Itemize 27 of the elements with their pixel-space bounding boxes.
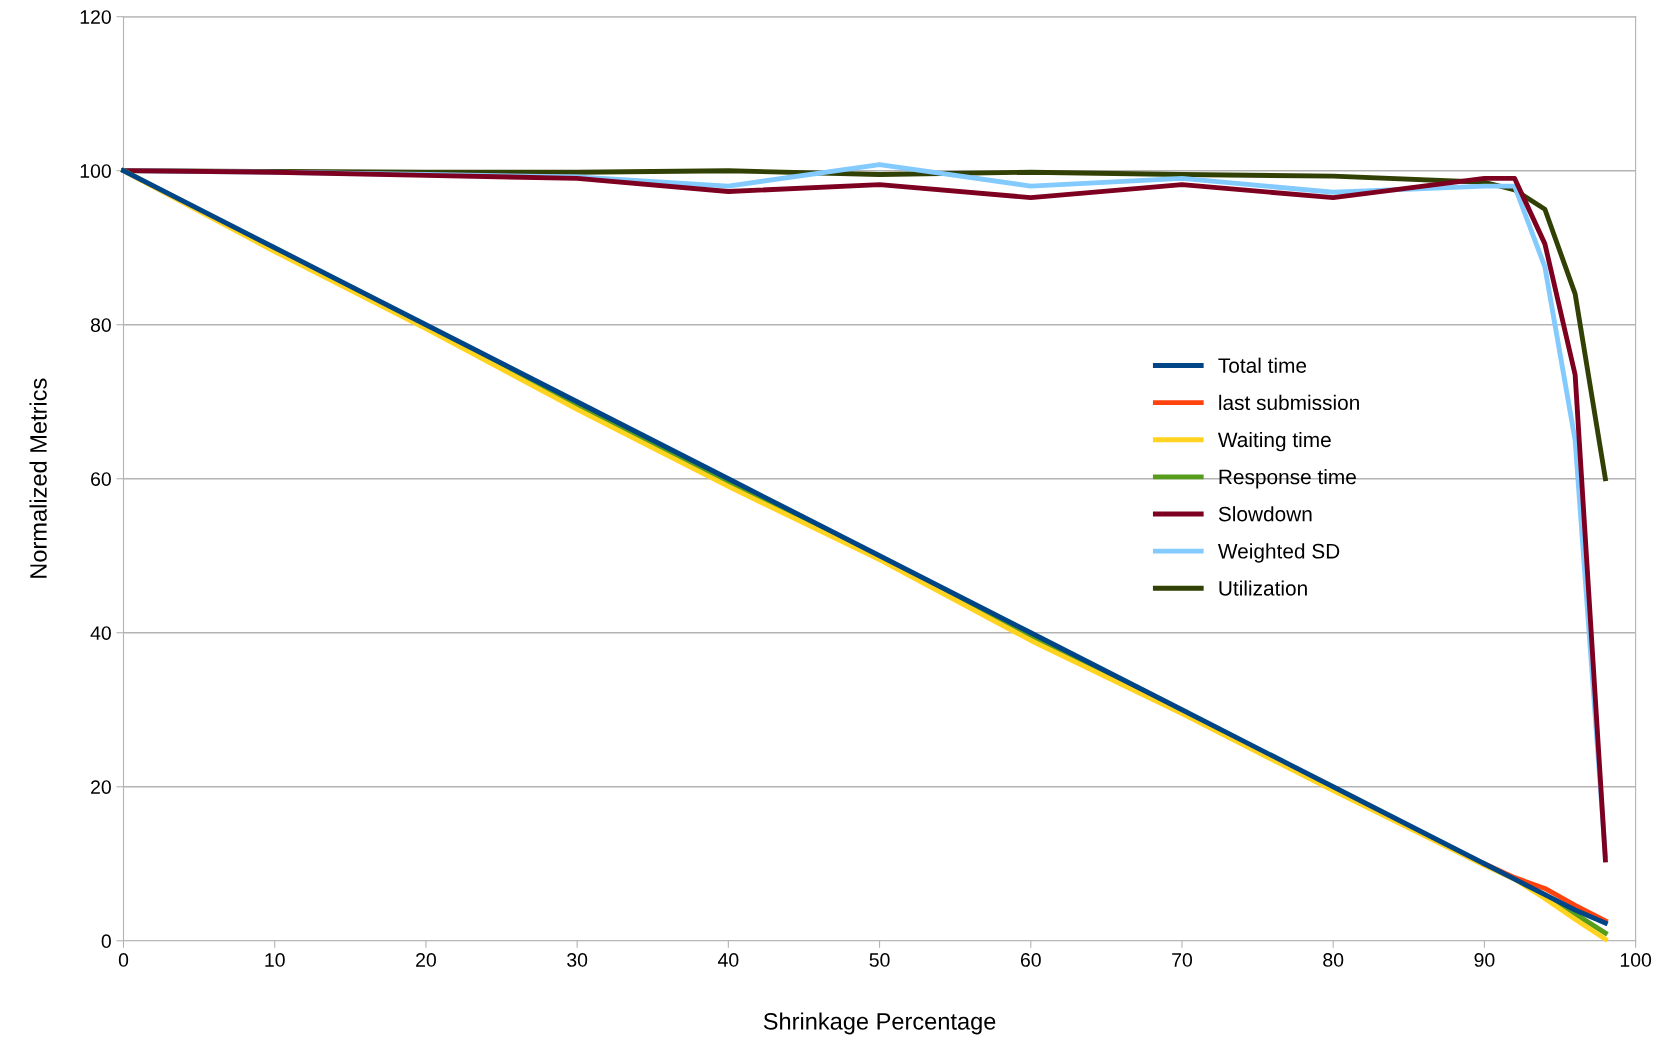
legend-label: Utilization xyxy=(1219,580,1307,596)
x-tick-label: 100 xyxy=(1620,953,1652,967)
x-tick-label: 0 xyxy=(118,953,129,967)
x-tick-label: 30 xyxy=(567,953,588,967)
x-tick-label: 70 xyxy=(1172,953,1193,967)
y-tick-label: 120 xyxy=(80,10,111,24)
x-tick-label: 60 xyxy=(1020,953,1041,967)
x-tick-label: 50 xyxy=(869,953,890,967)
x-tick-label: 20 xyxy=(416,953,436,967)
x-tick-label: 10 xyxy=(265,953,285,967)
y-tick-label: 40 xyxy=(90,626,111,640)
x-axis-title: Shrinkage Percentage xyxy=(763,1012,996,1035)
x-tick-label: 80 xyxy=(1323,953,1344,967)
x-tick-label: 40 xyxy=(717,953,739,967)
legend-label: last submission xyxy=(1219,394,1359,411)
legend-label: Total time xyxy=(1218,357,1307,373)
legend-label: Slowdown xyxy=(1218,506,1312,522)
legend-label: Response time xyxy=(1219,469,1356,489)
legend-label: Waiting time xyxy=(1217,431,1331,452)
y-tick-label: 100 xyxy=(80,164,111,178)
y-tick-label: 20 xyxy=(91,780,111,795)
x-tick-label: 90 xyxy=(1474,953,1495,967)
y-axis-title: Normalized Metrics xyxy=(29,378,47,578)
y-tick-label: 0 xyxy=(101,934,111,949)
legend-label: Weighted SD xyxy=(1217,543,1340,563)
y-tick-label: 80 xyxy=(90,318,111,332)
y-tick-label: 60 xyxy=(91,472,111,486)
